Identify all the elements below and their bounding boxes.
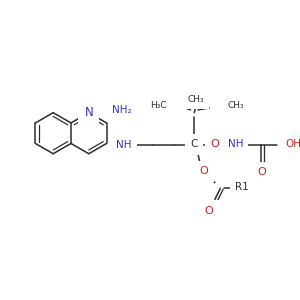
Text: H₃C: H₃C [150, 101, 166, 110]
Text: NH: NH [228, 140, 243, 149]
Text: O: O [199, 167, 208, 176]
Text: CH₃: CH₃ [188, 95, 205, 104]
Text: NH: NH [116, 140, 131, 150]
Text: R1: R1 [236, 182, 249, 192]
Text: CH₃: CH₃ [228, 101, 244, 110]
Text: N: N [84, 106, 93, 119]
Text: O: O [257, 167, 266, 177]
Text: NH₂: NH₂ [112, 105, 132, 115]
Text: OH: OH [286, 140, 300, 149]
Text: O: O [210, 140, 219, 149]
Text: O: O [205, 206, 214, 216]
Text: C: C [190, 140, 198, 149]
